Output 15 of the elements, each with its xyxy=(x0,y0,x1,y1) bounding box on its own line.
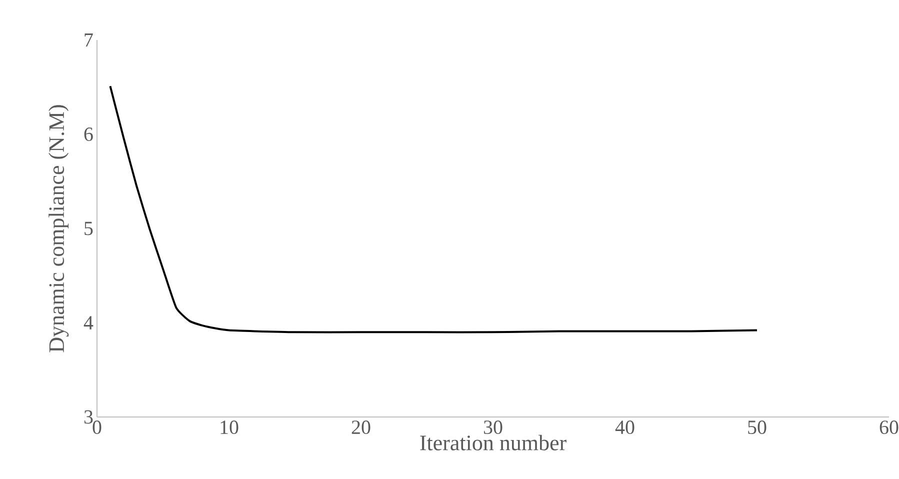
y-tick-label: 6 xyxy=(84,128,93,141)
y-tick-label: 7 xyxy=(84,33,93,47)
line-series xyxy=(109,85,758,334)
x-tick-label: 20 xyxy=(352,420,370,434)
x-tick-label: 10 xyxy=(220,420,238,434)
x-tick-label: 60 xyxy=(880,420,898,434)
x-tick-label: 0 xyxy=(92,420,102,434)
x-axis-title: Iteration number xyxy=(420,434,566,450)
x-tick-label: 30 xyxy=(484,420,502,434)
x-tick-label: 40 xyxy=(615,420,634,434)
y-tick-label: 5 xyxy=(84,222,93,236)
y-tick-label: 4 xyxy=(84,316,94,330)
y-tick-label: 3 xyxy=(84,410,93,424)
y-axis-title: Dynamic compliance (N.M) xyxy=(48,105,69,352)
x-tick-label: 50 xyxy=(748,420,766,434)
